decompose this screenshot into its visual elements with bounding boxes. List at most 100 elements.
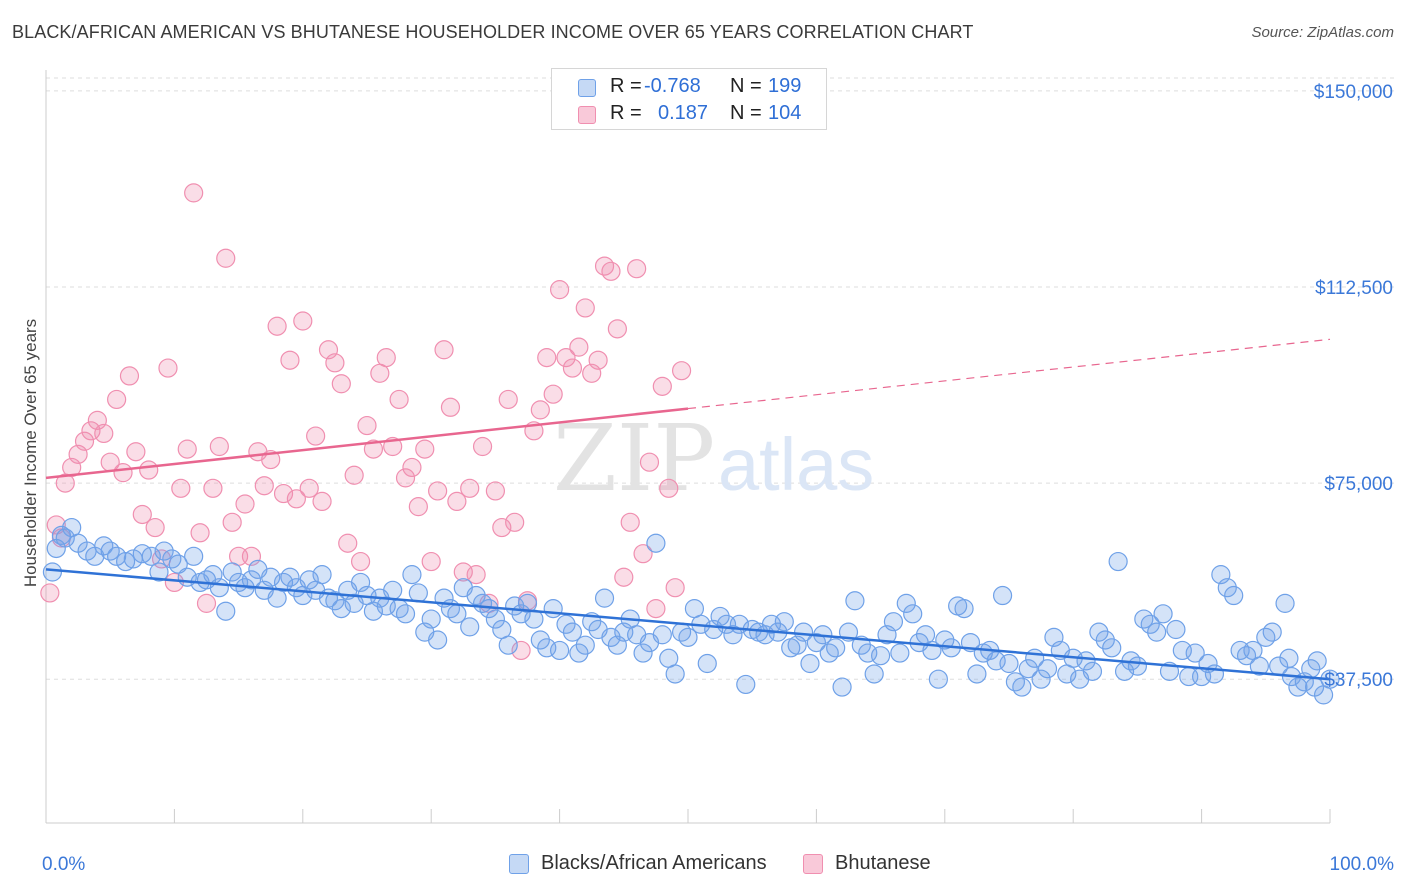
bhutanese-point <box>562 358 583 378</box>
blacks-point <box>216 601 236 621</box>
blacks-point <box>261 567 281 587</box>
bhutanese-point <box>235 494 255 514</box>
blacks-point <box>569 643 589 663</box>
bhutanese-point <box>286 489 306 509</box>
legend-n-value: 199 <box>768 75 802 97</box>
blacks-point <box>1037 659 1058 679</box>
bhutanese-point <box>94 423 114 444</box>
bhutanese-point <box>460 478 480 498</box>
blacks-point <box>633 643 653 663</box>
bhutanese-point <box>575 298 595 318</box>
blacks-point <box>826 638 846 658</box>
blacks-point <box>819 643 839 663</box>
bhutanese-point <box>216 248 236 268</box>
blacks-point <box>999 653 1019 674</box>
legend-n-value: 104 <box>768 102 802 124</box>
bhutanese-point <box>312 491 332 512</box>
bhutanese-point <box>472 436 493 457</box>
bhutanese-point <box>633 544 653 564</box>
blacks-point <box>1224 585 1244 606</box>
legend-r-value: -0.768 <box>644 75 701 97</box>
y-tick-label: $150,000 <box>1314 82 1393 103</box>
blacks-point <box>652 625 672 645</box>
blacks-point <box>1262 622 1282 642</box>
blacks-point <box>1304 677 1325 697</box>
blacks-point <box>325 591 345 611</box>
blacks-point <box>864 664 884 684</box>
blacks-point <box>1217 578 1237 598</box>
bhutanese-point <box>588 350 608 370</box>
bhutanese-point <box>646 599 666 619</box>
blacks-point <box>967 664 987 684</box>
tick-labels: $37,500 $75,000 $112,500 $150,000 0.0% 100.0% <box>42 82 1394 875</box>
legend-swatch-blue <box>578 79 596 97</box>
correlation-legend: R = -0.768 N = 199 R = 0.187 N = 104 <box>551 68 827 130</box>
y-tick-label: $112,500 <box>1315 278 1393 299</box>
legend-r-value: 0.187 <box>658 102 709 124</box>
bhutanese-point <box>505 512 525 532</box>
blacks-point <box>697 653 717 674</box>
blacks-point <box>1185 643 1205 663</box>
blacks-point <box>1256 627 1276 647</box>
blacks-point <box>1166 619 1186 640</box>
blacks-point <box>594 588 615 608</box>
blacks-point <box>928 669 948 689</box>
bhutanese-point <box>395 468 416 488</box>
bhutanese-point <box>254 476 274 496</box>
blacks-point <box>992 585 1013 606</box>
bhutanese-point <box>164 572 184 593</box>
bhutanese-point <box>569 337 589 357</box>
y-tick-label: $75,000 <box>1324 474 1393 495</box>
bhutanese-point <box>549 280 570 300</box>
bhutanese-point <box>601 261 621 281</box>
legend-swatch-pink <box>578 106 596 124</box>
blacks-point <box>1012 677 1032 697</box>
blacks-point <box>954 599 974 619</box>
blacks-point <box>331 599 351 619</box>
bhutanese-point <box>376 348 396 368</box>
y-axis-label: Householder Income Over 65 years <box>21 319 40 587</box>
bhutanese-points <box>40 183 692 661</box>
bhutanese-point <box>421 551 441 572</box>
blacks-point <box>1108 551 1128 572</box>
bhutanese-point <box>511 640 531 661</box>
blacks-point <box>149 562 169 582</box>
bhutanese-point <box>139 460 159 480</box>
bhutanese-point <box>126 442 146 462</box>
bhutanese-point <box>203 478 223 498</box>
bhutanese-point <box>222 512 242 532</box>
blacks-point <box>280 567 300 587</box>
bhutanese-point <box>556 348 576 368</box>
bhutanese-point <box>113 463 133 483</box>
blacks-point <box>1102 638 1122 658</box>
blacks-point <box>1089 622 1109 642</box>
bhutanese-point <box>74 431 95 451</box>
blacks-point <box>1279 648 1299 668</box>
blacks-point <box>94 536 114 556</box>
blacks-point <box>1005 672 1026 692</box>
blacks-point <box>184 546 204 566</box>
bhutanese-point <box>659 478 679 498</box>
blacks-point <box>1031 669 1051 689</box>
watermark-zip: ZIP <box>553 405 715 512</box>
y-tick-label: $37,500 <box>1324 670 1393 691</box>
blacks-point <box>1249 656 1269 676</box>
x-tick-label-max: 100.0% <box>1330 854 1395 875</box>
x-tick-label-min: 0.0% <box>42 854 85 875</box>
bhutanese-point <box>158 358 178 378</box>
bhutanese-point <box>350 551 371 572</box>
blacks-point <box>395 604 416 624</box>
bhutanese-point <box>652 376 672 396</box>
watermark-atlas: atlas <box>718 423 874 506</box>
blacks-point <box>1153 604 1173 624</box>
blacks-point <box>1082 661 1103 681</box>
blacks-point <box>793 622 814 642</box>
bhutanese-trend-extension <box>687 338 1331 410</box>
blacks-point <box>460 617 480 637</box>
blacks-point <box>1095 630 1115 650</box>
trend-lines <box>45 338 1331 681</box>
legend-n-label: N = <box>730 102 762 124</box>
blacks-point <box>421 609 441 629</box>
blacks-point <box>408 583 428 603</box>
bhutanese-point <box>363 439 384 459</box>
